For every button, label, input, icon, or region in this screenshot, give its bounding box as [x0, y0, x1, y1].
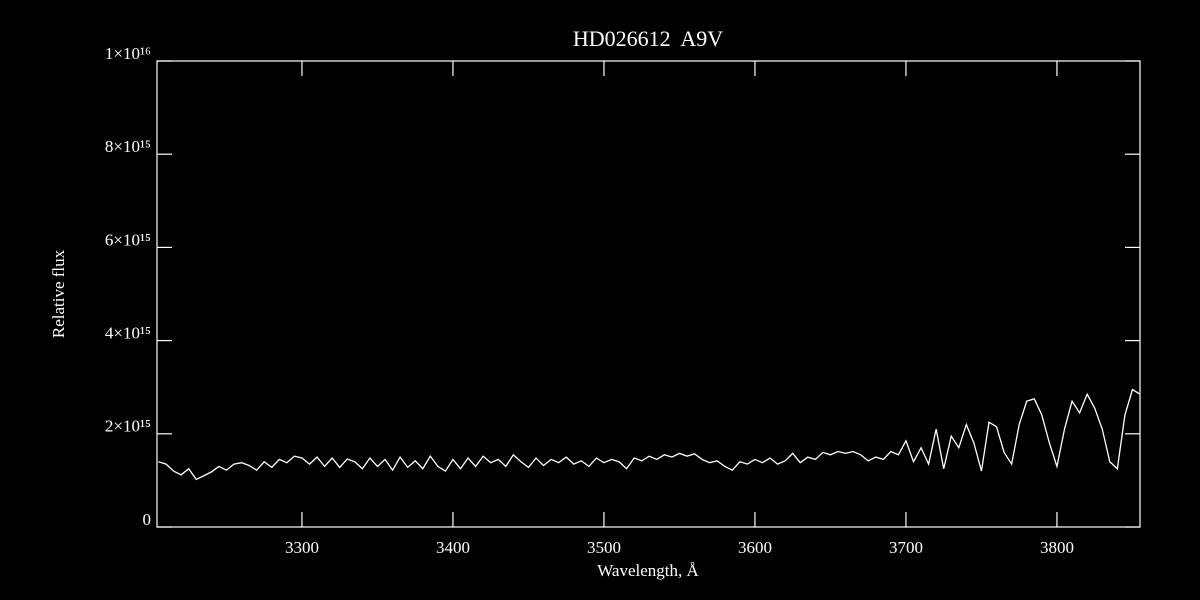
x-axis-label: Wavelength, Å [597, 561, 699, 580]
y-axis-label: Relative flux [49, 249, 68, 338]
x-tick-label: 3500 [587, 538, 621, 557]
x-tick-label: 3600 [738, 538, 772, 557]
x-tick-label: 3700 [889, 538, 923, 557]
y-tick-label: 4×10¹⁵ [105, 324, 151, 343]
y-tick-label: 1×10¹⁶ [105, 44, 151, 63]
y-tick-label: 8×10¹⁵ [105, 137, 151, 156]
y-tick-label: 6×10¹⁵ [105, 230, 151, 249]
plot-frame [156, 60, 1141, 528]
chart-title: HD026612 A9V [573, 26, 723, 51]
y-tick-label: 0 [143, 510, 152, 529]
x-tick-label: 3300 [285, 538, 319, 557]
x-tick-label: 3800 [1040, 538, 1074, 557]
spectrum-line [158, 388, 1141, 481]
x-tick-label: 3400 [436, 538, 470, 557]
y-tick-label: 2×10¹⁵ [105, 417, 151, 436]
